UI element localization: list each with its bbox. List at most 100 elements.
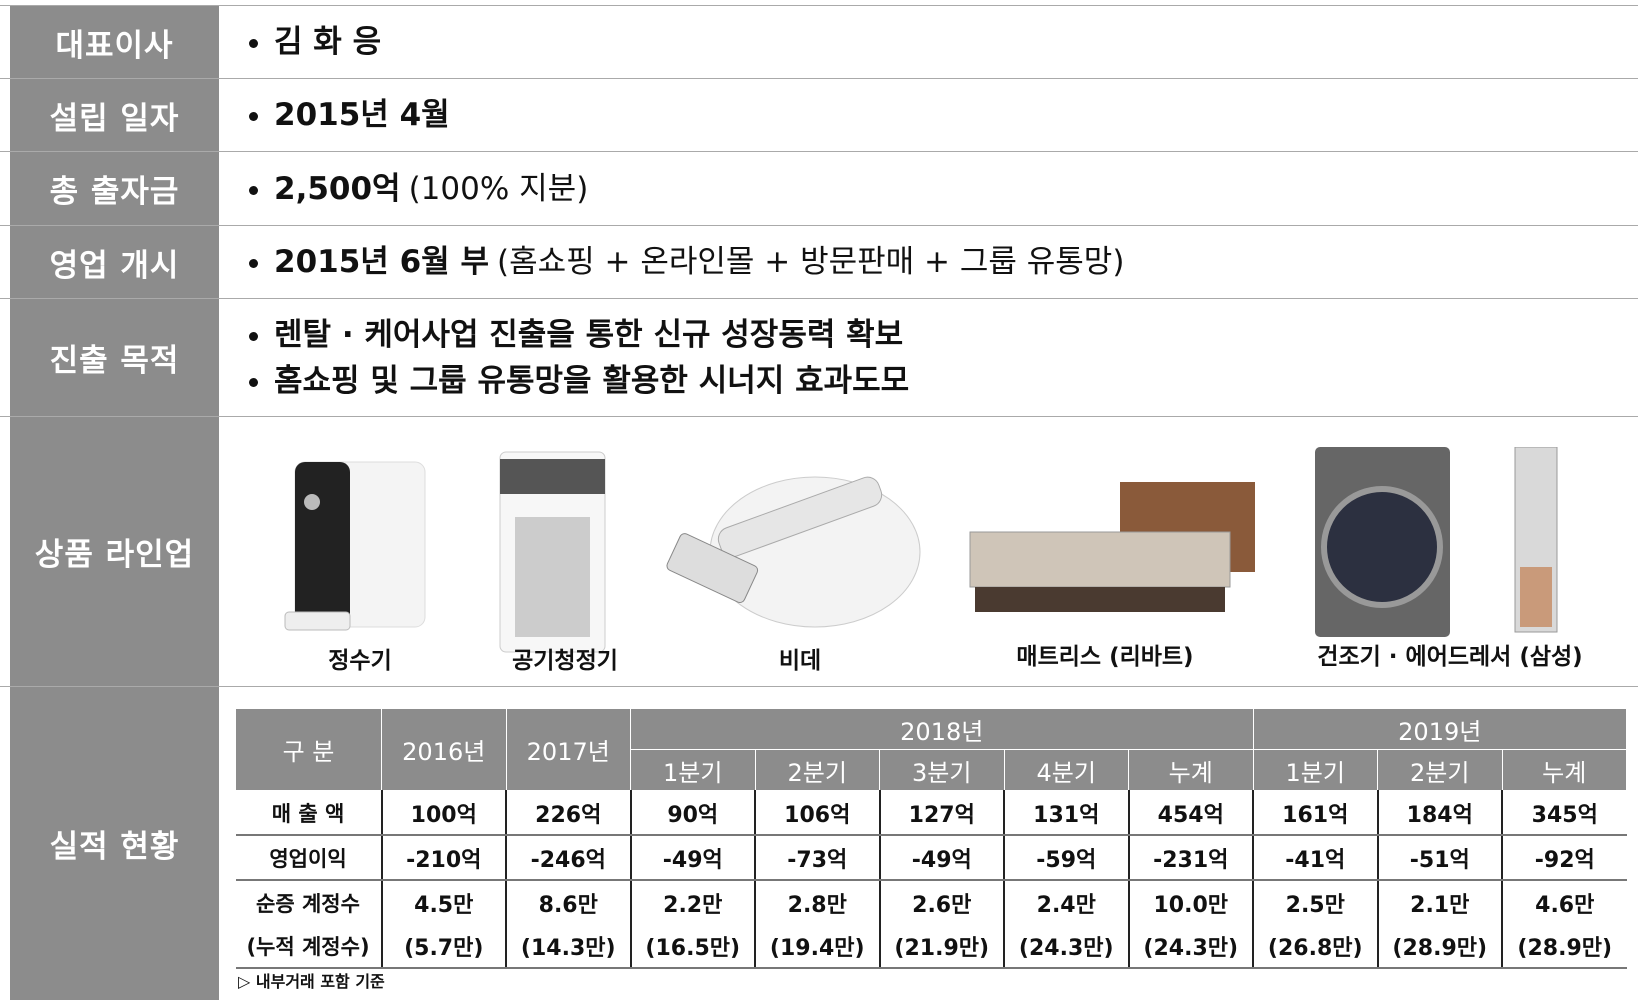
bullet-list: 2015년 4월 [219,92,1638,138]
bullet-list: 렌탈 · 케어사업 진출을 통한 신규 성장동력 확보홈쇼핑 및 그룹 유통망을… [219,312,1638,404]
table-cell: 2.6만 [880,880,1005,924]
header-cell: 2019년 [1253,709,1627,750]
table-cell: 2.2만 [631,880,756,924]
bullet-item: 2015년 6월 부(홈쇼핑 + 온라인몰 + 방문판매 + 그룹 유통망) [274,239,1638,285]
row-label: 진출 목적 [10,299,219,416]
header-row: 구 분2016년2017년2018년2019년 [236,709,1627,750]
table-cell: -246억 [506,835,631,880]
product-label: 공기청정기 [475,641,655,675]
bullet-item: 렌탈 · 케어사업 진출을 통한 신규 성장동력 확보 [274,312,1638,358]
product-label: 비데 [740,641,860,675]
table-cell: 90억 [631,791,756,836]
table-cell: 2.4만 [1004,880,1129,924]
table-cell: 2.1만 [1378,880,1503,924]
subheader-cell: 2분기 [1378,750,1503,791]
row-content: 2015년 4월 [219,79,1638,151]
info-row: 영업 개시 2015년 6월 부(홈쇼핑 + 온라인몰 + 방문판매 + 그룹 유… [0,225,1638,298]
header-cell: 2018년 [631,709,1254,750]
table-cell: 4.5만 [382,880,507,924]
row-label: 실적 현황 [10,687,219,1000]
product-label: 매트리스 (리바트) [985,637,1225,671]
subheader-cell: 1분기 [1253,750,1378,791]
table-cell: 161억 [1253,791,1378,836]
subheader-cell: 2분기 [755,750,880,791]
row-label: 대표이사 [10,6,219,78]
table-cell: 100억 [382,791,507,836]
bullet-list: 2,500억(100% 지분) [219,166,1638,212]
info-row: 설립 일자2015년 4월 [0,78,1638,151]
product-label: 건조기 · 에어드레서 (삼성) [1300,637,1600,671]
info-row: 대표이사 김 화 응 [0,5,1638,78]
subheader-cell: 3분기 [880,750,1005,791]
table-cell: 184억 [1378,791,1503,836]
table-cell: -49억 [631,835,756,880]
row-label: 총 출자금 [10,152,219,225]
table-cell: -92억 [1502,835,1627,880]
bold-text: 렌탈 · 케어사업 진출을 통한 신규 성장동력 확보 [274,317,903,353]
row-header: 매 출 액 [236,791,382,836]
bullet-item: 김 화 응 [274,19,1638,65]
row-label: 상품 라인업 [10,417,219,686]
bold-text: 2015년 6월 부 [274,244,489,280]
subheader-cell: 누계 [1129,750,1254,791]
table-cell: -231억 [1129,835,1254,880]
product-row: 상품 라인업 정수기 공기청정기 비데 매트리스 (리바트) 건조기 · 에어드레서 (… [0,416,1638,686]
footnote: ▷ 내부거래 포함 기준 [238,968,385,992]
table-cell: 454억 [1129,791,1254,836]
header-cell: 2017년 [506,709,631,791]
table-cell: (16.5만) [631,924,756,968]
table-cell: 10.0만 [1129,880,1254,924]
info-row: 진출 목적렌탈 · 케어사업 진출을 통한 신규 성장동력 확보홈쇼핑 및 그룹… [0,298,1638,416]
note-text: (100% 지분) [409,171,589,207]
info-row: 총 출자금 2,500억(100% 지분) [0,151,1638,225]
note-text: (홈쇼핑 + 온라인몰 + 방문판매 + 그룹 유통망) [497,244,1124,280]
bold-text: 2,500억 [274,171,401,207]
table-cell: 2.8만 [755,880,880,924]
row-content: 김 화 응 [219,6,1638,78]
table-cell: -49억 [880,835,1005,880]
table-cell: 2.5만 [1253,880,1378,924]
product-images [270,447,1638,657]
bullet-item: 홈쇼핑 및 그룹 유통망을 활용한 시너지 효과도모 [274,358,1638,404]
product-label: 정수기 [300,641,420,675]
row-label: 영업 개시 [10,226,219,298]
table-cell: -41억 [1253,835,1378,880]
table-cell: -59억 [1004,835,1129,880]
bold-text: 홈쇼핑 및 그룹 유통망을 활용한 시너지 효과도모 [274,363,909,399]
subheader-cell: 누계 [1502,750,1627,791]
bold-text: 김 화 응 [274,24,381,60]
table-cell: (24.3만) [1004,924,1129,968]
bullet-item: 2015년 4월 [274,92,1638,138]
table-cell: 4.6만 [1502,880,1627,924]
row-header: 영업이익 [236,835,382,880]
table-cell: (14.3만) [506,924,631,968]
table-cell: (5.7만) [382,924,507,968]
table-cell: 345억 [1502,791,1627,836]
row-header: 순증 계정수 [236,880,382,924]
bold-text: 2015년 4월 [274,97,450,133]
table-cell: 131억 [1004,791,1129,836]
row-content: 2015년 6월 부(홈쇼핑 + 온라인몰 + 방문판매 + 그룹 유통망) [219,226,1638,298]
table-cell: -210억 [382,835,507,880]
table-cell: (26.8만) [1253,924,1378,968]
table-cell: 127억 [880,791,1005,836]
table-cell: (19.4만) [755,924,880,968]
table-cell: 226억 [506,791,631,836]
bullet-item: 2,500억(100% 지분) [274,166,1638,212]
page: 대표이사 김 화 응설립 일자2015년 4월총 출자금 2,500억(100% 지… [0,0,1638,1000]
row-header: (누적 계정수) [236,924,382,968]
header-cell: 2016년 [382,709,507,791]
table-row: 영업이익-210억-246억-49억-73억-49억-59억-231억-41억-… [236,835,1627,880]
table-cell: (28.9만) [1378,924,1503,968]
bullet-list: 김 화 응 [219,19,1638,65]
table-cell: -51억 [1378,835,1503,880]
table-cell: 8.6만 [506,880,631,924]
subheader-cell: 4분기 [1004,750,1129,791]
table-cell: 106억 [755,791,880,836]
table-cell: -73억 [755,835,880,880]
table-row: (누적 계정수)(5.7만)(14.3만)(16.5만)(19.4만)(21.9… [236,924,1627,968]
table-cell: (21.9만) [880,924,1005,968]
